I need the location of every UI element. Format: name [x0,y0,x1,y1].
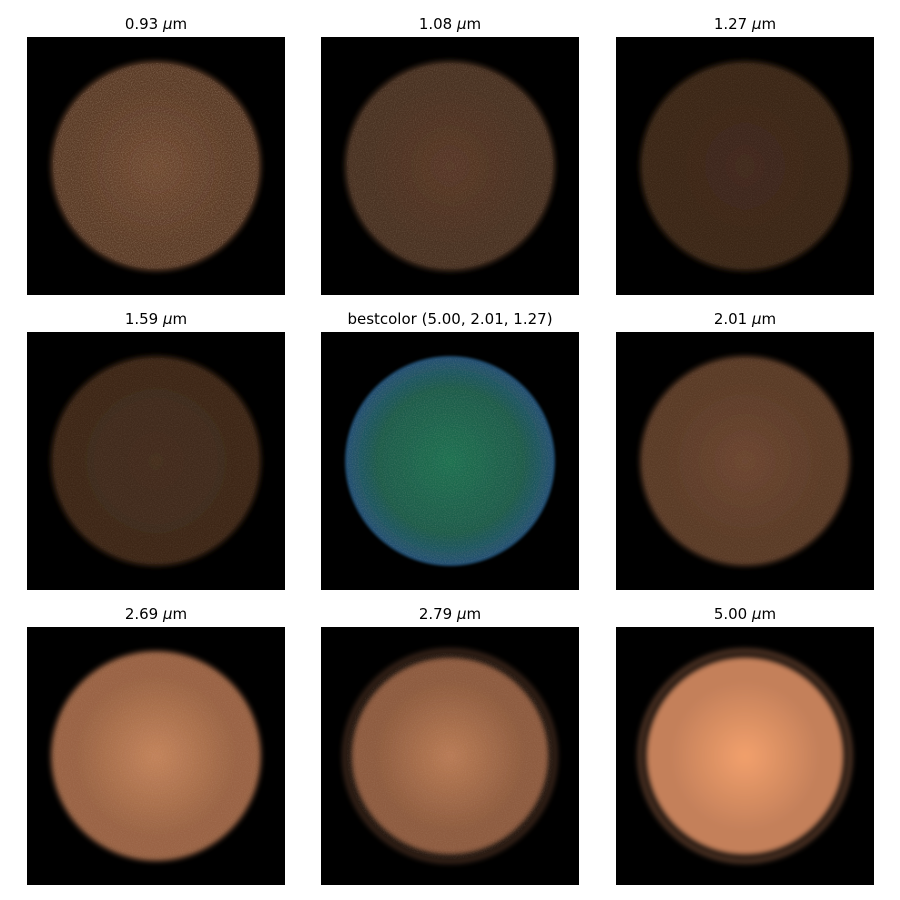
wavelength-value: 2.69 [124,605,159,623]
wavelength-value: 1.59 [124,310,159,328]
unit-mu: μ [163,310,173,328]
unit-m: m [172,15,188,33]
planet-image [616,332,874,590]
wavelength-value: 2.01 [713,310,748,328]
panel-title: 1.59 μm [27,309,285,329]
wavelength-value: 0.93 [124,15,159,33]
unit-m: m [761,310,777,328]
planet-image [27,37,285,295]
panel-title: 2.69 μm [27,604,285,624]
panel-title: 1.27 μm [616,14,874,34]
unit-m: m [466,605,482,623]
unit-m: m [761,605,777,623]
unit-mu: μ [163,15,173,33]
unit-m: m [172,605,188,623]
unit-mu: μ [752,605,762,623]
wavelength-value: 1.27 [713,15,748,33]
unit-mu: μ [163,605,173,623]
planet-image [321,332,579,590]
wavelength-value: 5.00 [713,605,748,623]
planet-image [27,332,285,590]
bestcolor-label: bestcolor (5.00, 2.01, 1.27) [347,310,553,328]
wavelength-value: 2.79 [418,605,453,623]
panel-title: 1.08 μm [321,14,579,34]
planet-image [27,627,285,885]
panel-title: bestcolor (5.00, 2.01, 1.27) [321,309,579,329]
panel-title: 5.00 μm [616,604,874,624]
unit-mu: μ [457,605,467,623]
panel-title: 2.79 μm [321,604,579,624]
panel-title: 2.01 μm [616,309,874,329]
unit-mu: μ [457,15,467,33]
wavelength-value: 1.08 [418,15,453,33]
unit-mu: μ [752,15,762,33]
planet-image [321,37,579,295]
unit-m: m [466,15,482,33]
unit-m: m [761,15,777,33]
unit-mu: μ [752,310,762,328]
panel-title: 0.93 μm [27,14,285,34]
planet-image [321,627,579,885]
planet-image [616,627,874,885]
planet-image [616,37,874,295]
unit-m: m [172,310,188,328]
